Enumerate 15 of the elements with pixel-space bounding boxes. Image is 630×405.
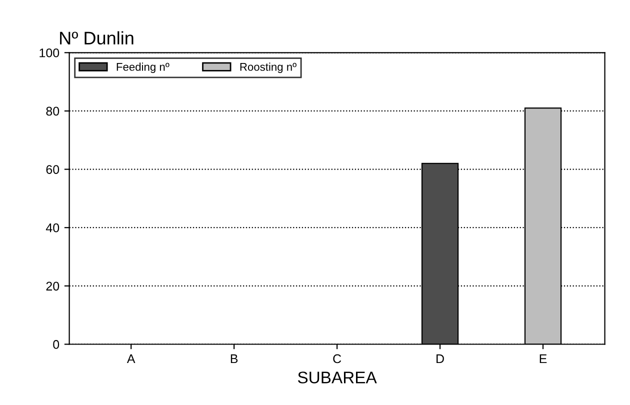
x-tick-label: B (230, 354, 238, 364)
y-tick-label: 0 (53, 340, 60, 349)
x-tick-label: D (436, 354, 444, 364)
legend-label: Roosting nº (240, 62, 296, 74)
x-tick-label: C (333, 354, 342, 364)
y-tick-label: 20 (46, 282, 60, 291)
x-tick-label: E (540, 354, 547, 364)
y-tick-label: 40 (46, 223, 60, 232)
y-tick-label: 80 (46, 106, 60, 116)
y-tick-label: 100 (40, 48, 60, 58)
x-axis-title: SUBAREA (298, 372, 377, 384)
legend-label: Feeding nº (116, 62, 170, 74)
x-tick-label: A (126, 354, 136, 364)
y-tick-label: 60 (46, 165, 60, 174)
chart-title: Nº Dunlin (60, 31, 134, 44)
